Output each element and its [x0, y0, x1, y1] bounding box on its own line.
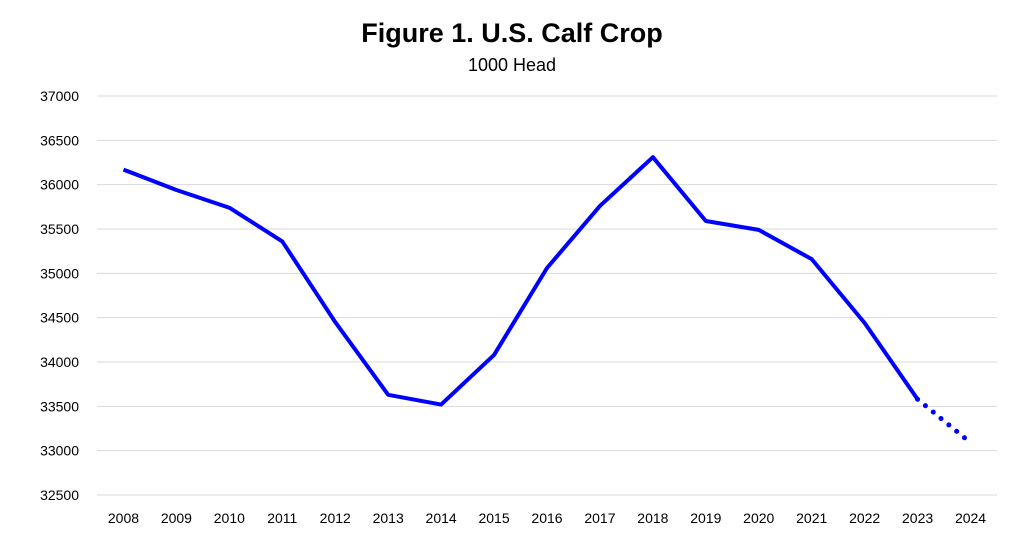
series-line-actual — [122, 155, 920, 407]
y-tick-label: 33500 — [40, 398, 79, 414]
x-tick-label: 2008 — [108, 510, 139, 526]
y-tick-label: 35500 — [40, 221, 79, 237]
x-tick-label: 2009 — [161, 510, 192, 526]
y-tick-label: 36000 — [40, 177, 79, 193]
x-tick-label: 2020 — [743, 510, 774, 526]
x-tick-label: 2014 — [426, 510, 457, 526]
chart-title: Figure 1. U.S. Calf Crop — [361, 18, 663, 48]
x-tick-label: 2018 — [637, 510, 668, 526]
y-tick-label: 34000 — [40, 354, 79, 370]
x-tick-label: 2017 — [584, 510, 615, 526]
series-line-projected — [915, 396, 974, 446]
x-tick-label: 2024 — [955, 510, 986, 526]
y-tick-label: 32500 — [40, 487, 79, 503]
x-tick-label: 2016 — [531, 510, 562, 526]
y-tick-label: 33000 — [40, 443, 79, 459]
x-tick-label: 2010 — [214, 510, 245, 526]
y-tick-label: 36500 — [40, 132, 79, 148]
y-tick-label: 37000 — [40, 88, 79, 104]
x-axis-ticks: 2008 2009 2010 2011 2012 2013 2014 2015 2016 2017… — [108, 510, 986, 526]
x-tick-label: 2011 — [267, 510, 297, 526]
x-tick-label: 2021 — [796, 510, 827, 526]
x-tick-label: 2022 — [849, 510, 880, 526]
y-tick-label: 34500 — [40, 310, 79, 326]
y-axis-ticks: 32500 33000 33500 34000 34500 35000 35500 36000… — [40, 88, 79, 503]
gridlines — [97, 95, 997, 496]
x-tick-label: 2015 — [478, 510, 509, 526]
x-tick-label: 2013 — [373, 510, 404, 526]
chart-subtitle: 1000 Head — [468, 55, 556, 75]
y-tick-label: 35000 — [40, 265, 79, 281]
x-tick-label: 2023 — [902, 510, 933, 526]
x-tick-label: 2019 — [690, 510, 721, 526]
x-tick-label: 2012 — [320, 510, 351, 526]
series-lines — [122, 155, 974, 446]
